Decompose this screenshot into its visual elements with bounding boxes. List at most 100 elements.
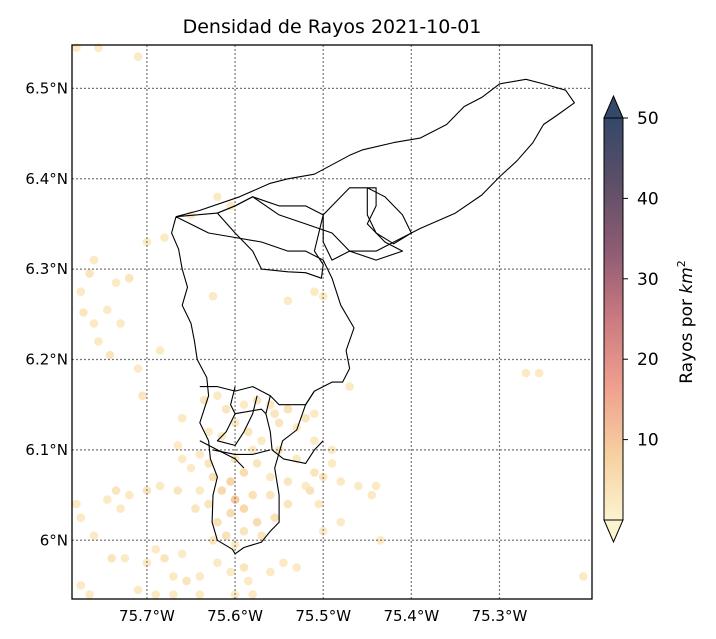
density-cell: [107, 554, 116, 563]
density-cell: [248, 490, 257, 500]
density-cell: [151, 545, 160, 554]
density-cell: [239, 563, 249, 572]
colorbar-extend-min: [603, 519, 624, 544]
density-cell: [230, 495, 240, 504]
boundary-line: [175, 78, 575, 252]
density-cell: [85, 590, 94, 599]
density-cell: [318, 526, 328, 536]
density-cell: [111, 486, 121, 495]
density-cell: [89, 319, 99, 328]
density-cell: [195, 486, 205, 495]
density-cell: [111, 278, 121, 288]
density-cell: [283, 296, 293, 306]
density-cell: [336, 517, 346, 527]
boundary-line: [322, 187, 404, 261]
density-cell: [310, 409, 319, 419]
municipal-boundaries: [171, 78, 575, 555]
density-cell: [133, 52, 143, 61]
gridlines: [72, 45, 592, 599]
density-cell: [213, 517, 222, 527]
density-cell: [89, 531, 99, 540]
density-cell: [120, 554, 130, 563]
x-axis-ticks: 75.7°W 75.6°W 75.5°W 75.4°W 75.3°W: [119, 607, 527, 625]
density-cell: [208, 472, 218, 482]
density-cells: [72, 43, 588, 599]
density-cell: [79, 308, 88, 317]
density-cell: [270, 513, 280, 522]
density-cell: [244, 427, 253, 437]
density-cell: [155, 346, 165, 355]
density-cell: [336, 477, 346, 486]
y-tick-label: 6.2°N: [25, 351, 68, 369]
density-cell: [266, 490, 275, 500]
density-cell: [292, 563, 302, 572]
density-cell: [283, 477, 293, 486]
density-cell: [213, 558, 222, 568]
density-cell: [371, 481, 381, 491]
boundary-line: [212, 449, 271, 455]
colorbar-extend-max: [603, 94, 624, 119]
density-cell: [155, 481, 165, 491]
density-cell: [301, 413, 310, 423]
density-cell: [239, 468, 249, 477]
density-cell: [85, 269, 94, 278]
density-cell: [534, 368, 544, 378]
density-cell: [239, 526, 249, 536]
density-cell: [270, 409, 280, 419]
colorbar-gradient: [603, 117, 624, 521]
density-cell: [310, 287, 319, 297]
boundary-line: [265, 395, 324, 464]
density-cell: [125, 490, 134, 500]
colorbar-label: Rayos por km2: [675, 260, 697, 384]
x-tick-label: 75.3°W: [472, 607, 528, 625]
colorbar-tick-label: 10: [637, 431, 659, 451]
density-cell: [354, 481, 363, 491]
density-cell: [213, 391, 222, 401]
density-cell: [217, 486, 227, 495]
y-tick-label: 6°N: [40, 531, 68, 549]
density-cell: [76, 513, 86, 522]
density-cell: [521, 368, 531, 378]
density-cell: [213, 192, 222, 202]
density-cell: [103, 305, 112, 315]
density-cell: [314, 499, 324, 509]
density-cell: [103, 495, 112, 504]
boundary-line: [235, 408, 267, 415]
density-cell: [191, 504, 200, 513]
density-cell: [195, 572, 205, 581]
density-cell: [274, 445, 284, 455]
density-cell: [72, 499, 81, 509]
density-cell: [195, 450, 205, 459]
density-cell: [204, 427, 213, 437]
density-cell: [257, 531, 266, 540]
density-cell: [226, 567, 235, 577]
density-cell: [133, 585, 143, 595]
colorbar-tick-label: 20: [637, 350, 659, 370]
density-cell: [226, 477, 235, 486]
plot-frame: [71, 44, 593, 600]
density-cell: [252, 517, 262, 527]
boundary-line: [366, 187, 412, 245]
density-cell: [186, 463, 196, 473]
density-cell: [208, 291, 218, 301]
density-cell: [173, 486, 183, 495]
x-tick-label: 75.6°W: [207, 607, 263, 625]
density-cell: [160, 233, 169, 242]
boundary-line: [199, 440, 245, 469]
colorbar-ticks: 10 20 30 40 50: [623, 109, 659, 451]
density-cell: [283, 404, 293, 414]
density-cell: [169, 572, 178, 581]
density-cell: [327, 459, 337, 468]
density-cell: [116, 504, 125, 513]
density-cell: [204, 499, 213, 509]
density-cell: [177, 454, 187, 464]
density-cell: [345, 382, 354, 391]
density-cell: [76, 287, 86, 297]
x-tick-label: 75.5°W: [295, 607, 351, 625]
colorbar-tick-label: 30: [637, 270, 659, 290]
density-cell: [310, 436, 319, 446]
colorbar-label-text: Rayos por: [677, 294, 697, 384]
density-cell: [94, 337, 103, 346]
density-cell: [226, 508, 235, 518]
